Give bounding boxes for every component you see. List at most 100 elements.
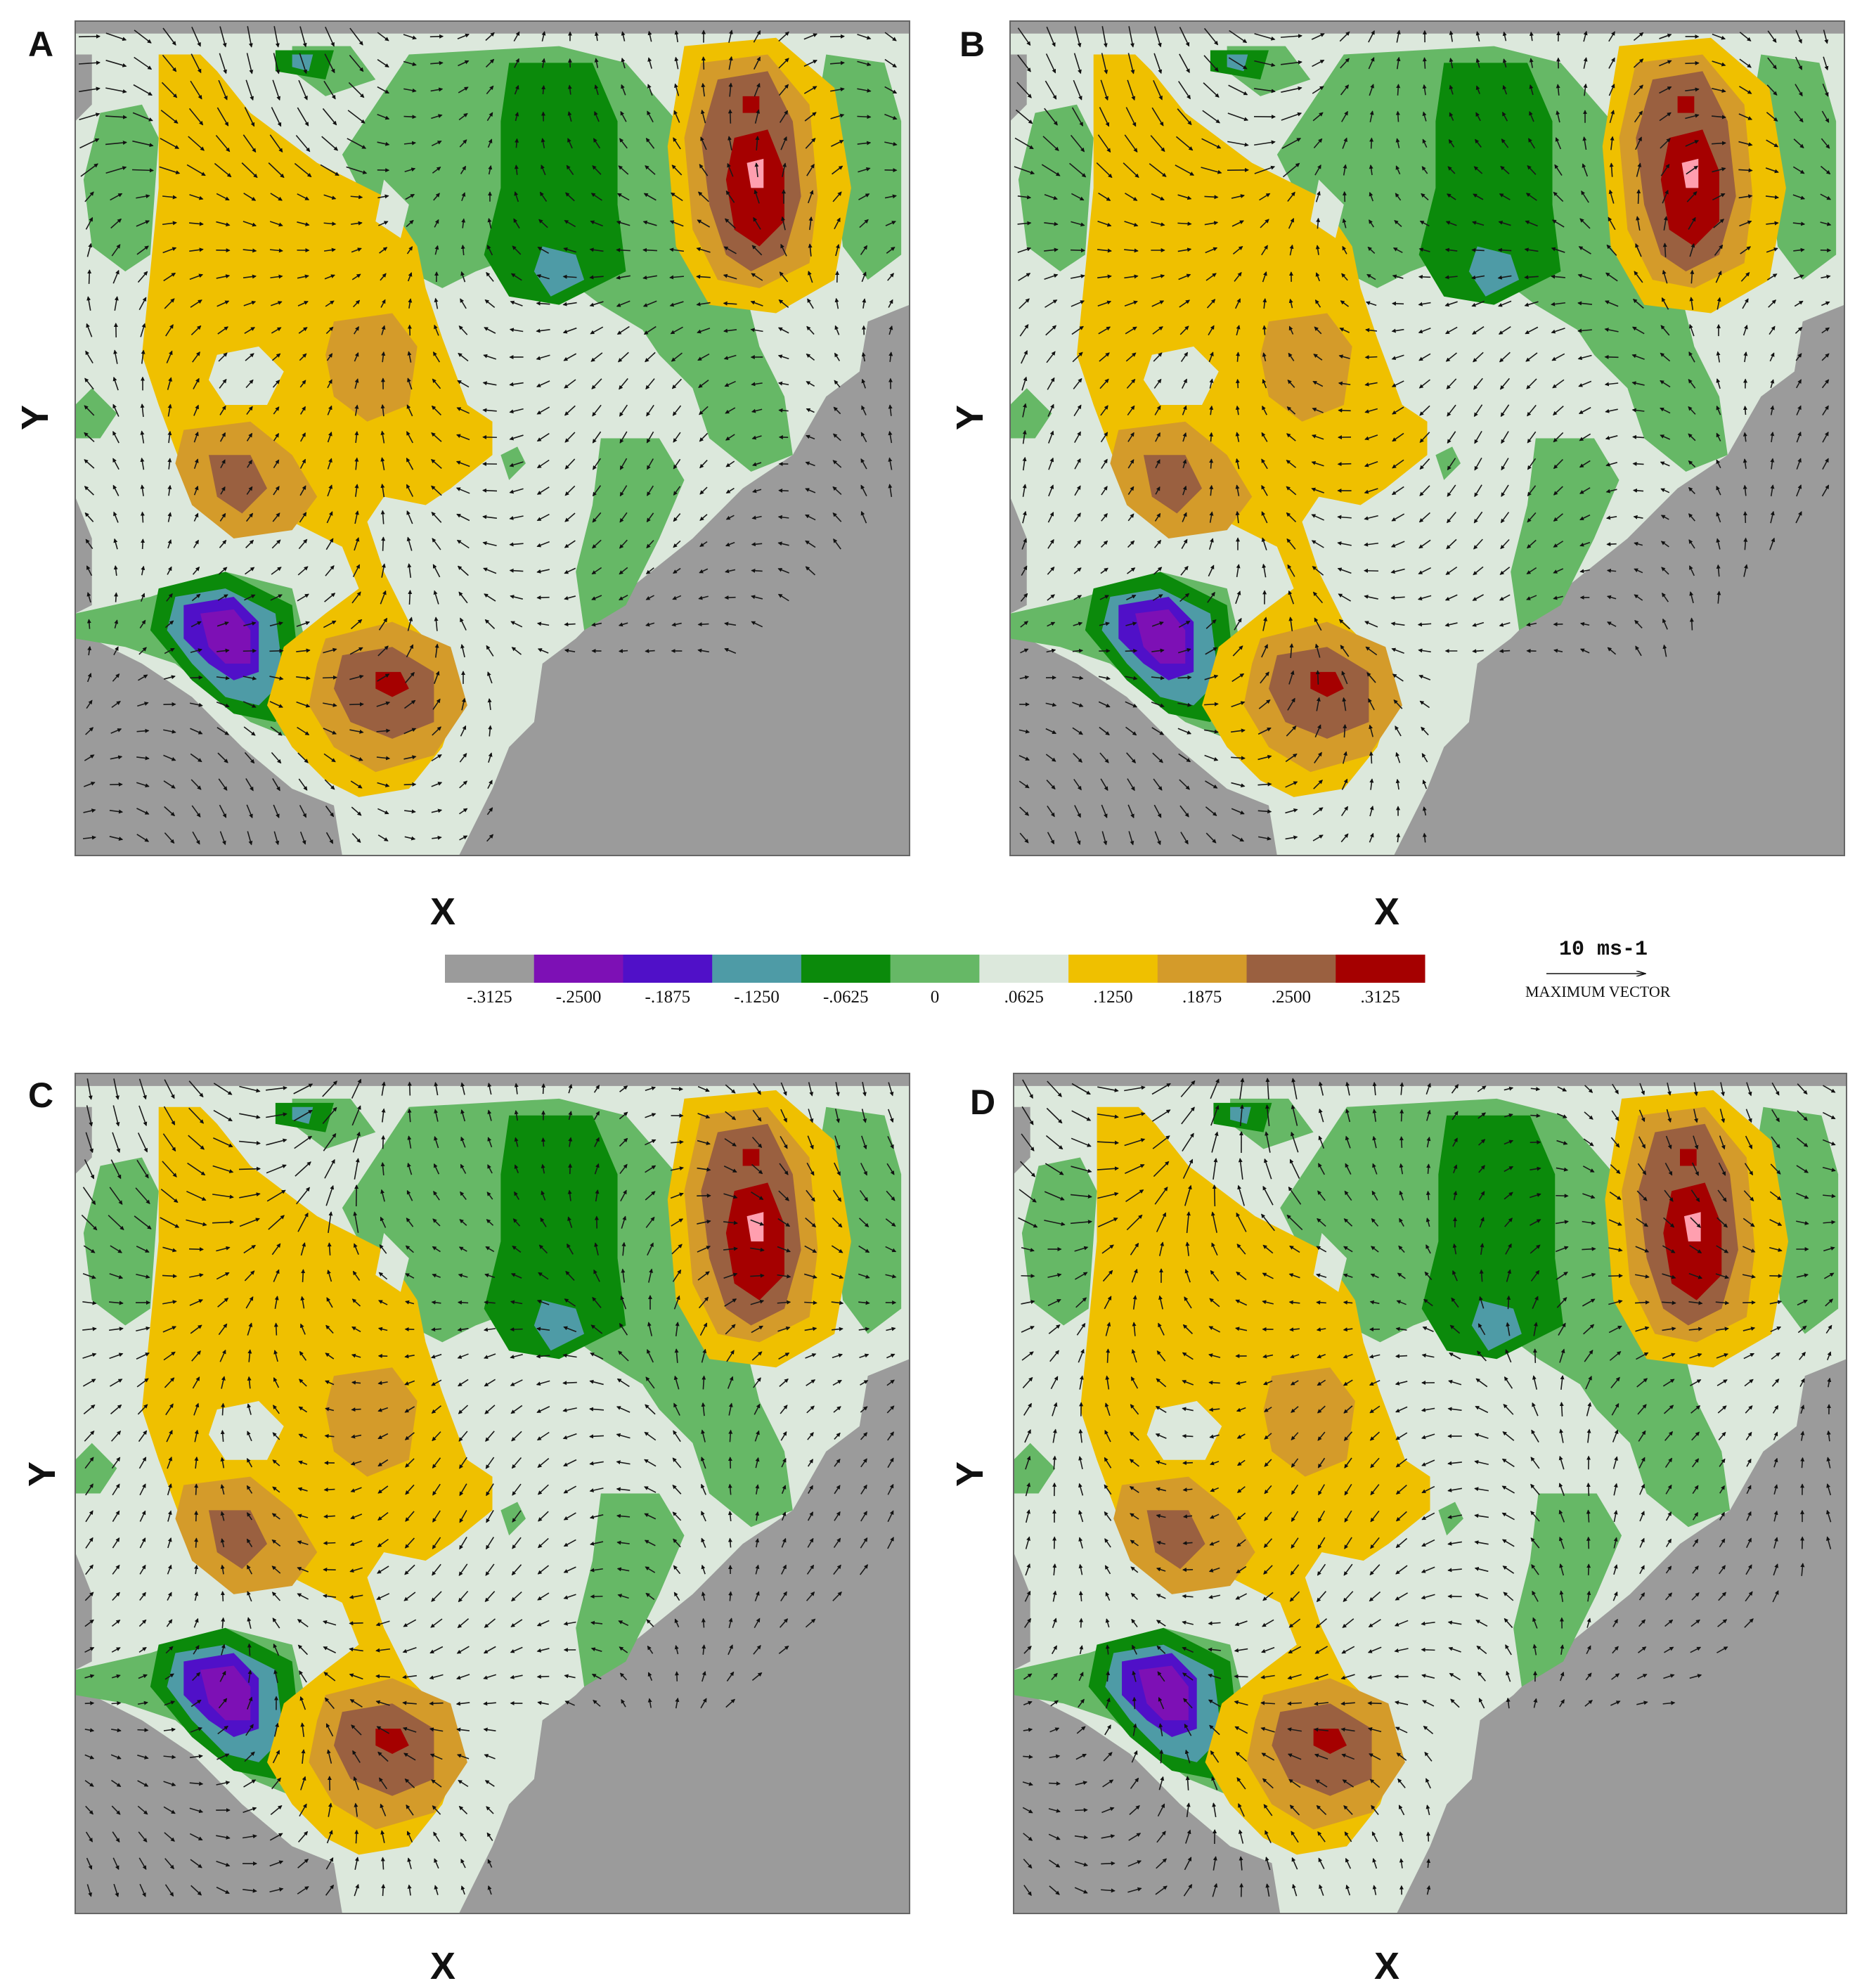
wind-vector [484,327,496,334]
wind-vector [294,162,312,178]
wind-vector [541,1083,546,1095]
wind-vector [167,377,172,390]
wind-vector [834,352,841,361]
wind-vector [325,300,335,307]
wind-vector [354,378,359,389]
wind-vector [351,221,363,226]
wind-vector [431,140,442,147]
wind-vector [728,30,733,43]
wind-vector [806,163,815,176]
wind-vector [1426,1163,1431,1174]
wind-vector [1204,195,1219,200]
wind-vector [834,297,839,309]
wind-vector [536,354,550,361]
wind-vector [830,113,845,120]
wind-vector [161,82,178,98]
wind-vector [458,352,469,362]
wind-vector [488,164,493,175]
wind-vector [1685,60,1700,65]
wind-vector [1367,1700,1382,1705]
wind-vector [539,191,548,202]
wind-vector [513,31,520,42]
wind-vector [301,1269,306,1282]
panel-d-xlabel: X [1374,1945,1399,1987]
colorbar-tick-label: -.0625 [823,988,869,1007]
wind-vector [188,136,205,151]
colorbar-swatch [979,955,1069,983]
wind-vector [591,378,602,389]
wind-vector [486,85,494,95]
wind-vector [80,163,98,177]
wind-vector [832,165,843,175]
colorbar-swatch [445,955,535,983]
wind-vector [669,275,685,280]
wind-vector [486,245,493,256]
wind-vector [408,298,413,309]
colorbar-tick-label: 0 [931,988,940,1007]
wind-vector [567,84,572,95]
wind-vector [323,221,337,226]
wind-vector [728,82,733,97]
wind-vector [269,134,283,153]
wind-vector [270,274,283,279]
wind-vector [696,274,711,279]
wind-vector [1395,1354,1408,1359]
wind-vector [485,32,495,41]
wind-vector [541,31,546,42]
wind-vector [486,271,494,282]
wind-vector [298,79,308,101]
wind-vector [858,193,870,200]
wind-vector [885,221,896,226]
wind-vector [751,568,763,573]
wind-vector [886,247,896,254]
wind-vector [723,273,737,280]
wind-vector [727,162,734,177]
wind-vector [299,353,307,361]
wind-vector [884,86,898,94]
wind-vector [1506,1295,1511,1310]
wind-vector [377,58,389,68]
wind-vector [563,353,577,361]
wind-vector [750,328,763,333]
wind-vector [673,137,681,150]
wind-vector [461,192,466,202]
wind-vector [806,354,815,361]
wind-vector [777,327,789,334]
wind-vector [697,622,709,627]
wind-vector [647,110,654,123]
wind-vector [189,194,204,200]
wind-vector [1636,189,1641,205]
wind-vector [1743,511,1747,523]
wind-vector [1559,1402,1564,1416]
wind-vector [1586,1509,1591,1523]
wind-vector [162,221,177,226]
wind-vector [888,299,893,308]
wind-vector [590,1594,603,1599]
wind-vector [298,327,308,334]
wind-vector [755,136,760,151]
wind-vector [79,138,100,149]
panel-b-label: B [959,25,985,64]
panel-c-xlabel: X [430,1945,455,1987]
wind-vector [884,113,898,120]
wind-vector [512,245,522,255]
wind-vector [131,168,154,173]
wind-vector [380,1857,385,1870]
wind-vector [1369,751,1373,764]
wind-vector [536,301,550,306]
wind-vector [325,27,335,47]
wind-vector [1049,1781,1061,1786]
wind-vector [192,351,200,363]
wind-vector [323,80,336,100]
wind-vector [594,31,599,41]
wind-vector [105,60,127,67]
wind-vector [1239,1883,1244,1897]
wind-vector [186,164,206,176]
wind-vector [1182,1461,1193,1466]
wind-vector [728,136,732,150]
colorbar-swatch [623,955,713,983]
wind-vector [1421,1647,1435,1652]
wind-vector [804,112,817,122]
colorbar-tick-label: .2500 [1272,988,1311,1007]
wind-vector [567,138,573,149]
